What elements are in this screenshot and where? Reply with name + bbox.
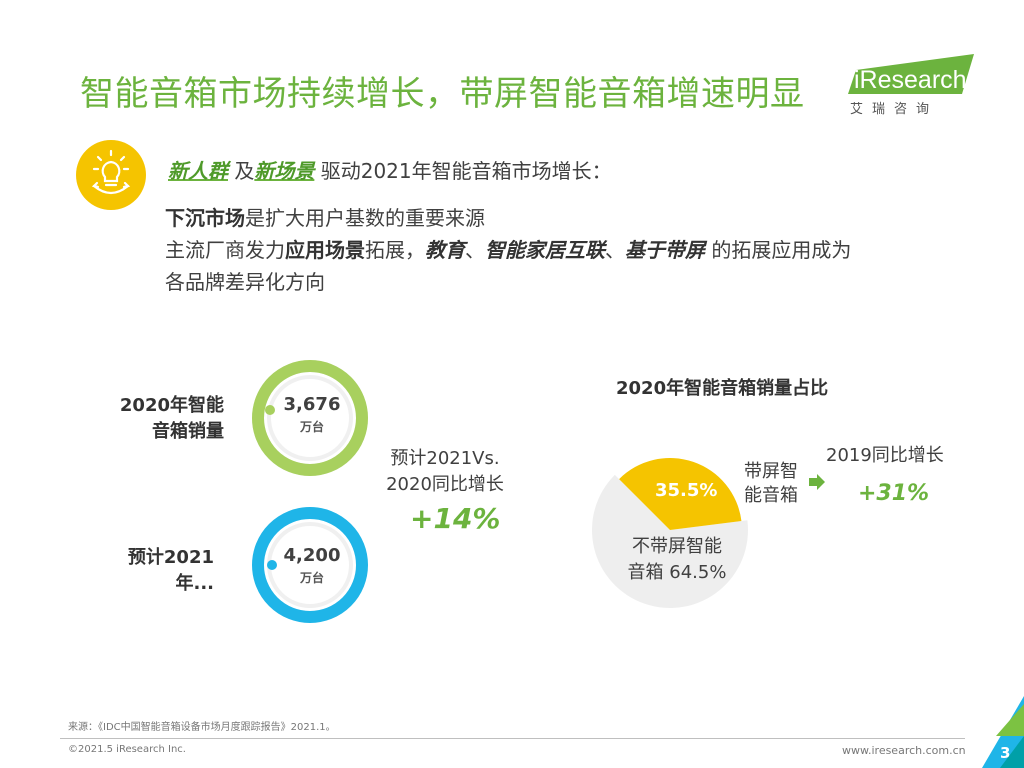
- ring-2020-unit: 万台: [299, 420, 324, 434]
- highlight-line-2: 下沉市场是扩大用户基数的重要来源: [165, 202, 485, 231]
- website-url: www.iresearch.com.cn: [842, 744, 966, 757]
- ring-2020-label: 2020年智能 音箱销量: [104, 393, 224, 445]
- keyword-lower-tier: 下沉市场: [165, 206, 245, 230]
- keyword-education: 教育: [425, 238, 465, 262]
- text-sep2: 、: [605, 238, 625, 262]
- keyword-new-users: 新人群: [168, 159, 228, 183]
- ring-2020-label-line1: 2020年智能: [119, 395, 224, 416]
- logo-text: iResearch: [854, 66, 967, 94]
- pie-screen-category-label: 带屏智 能音箱: [738, 460, 804, 508]
- text-vendors: 主流厂商发力: [165, 238, 285, 262]
- text-driver: 驱动2021年智能音箱市场增长：: [314, 159, 612, 183]
- arrow-right-icon: [809, 474, 825, 490]
- corner-decoration: [982, 696, 1024, 768]
- keyword-new-scenes: 新场景: [254, 159, 315, 183]
- ring-2021-label-line1: 预计2021: [127, 547, 214, 568]
- ring-2020-value: 3,676: [283, 394, 341, 415]
- pie-screen-line1: 带屏智: [744, 461, 798, 482]
- ring-2020: [252, 360, 368, 476]
- forecast-label: 预计2021Vs. 2020同比增长: [360, 446, 530, 498]
- ring-2021-label: 预计2021 年...: [94, 545, 214, 597]
- yoy-growth-label: 2019同比增长: [826, 445, 944, 466]
- pie-slice-no-screen: [591, 474, 748, 609]
- pie-no-screen-line1: 不带屏智能: [632, 536, 722, 557]
- pie-screen-line2: 能音箱: [744, 485, 798, 506]
- page-title: 智能音箱市场持续增长，带屏智能音箱增速明显: [80, 74, 805, 114]
- highlight-line-1: 新人群 及新场景 驱动2021年智能音箱市场增长：: [168, 155, 612, 184]
- text-and: 及: [228, 159, 255, 183]
- page-number: 3: [1000, 744, 1011, 762]
- pie-no-screen-line2: 音箱 64.5%: [627, 562, 727, 583]
- text-expand: 拓展，: [365, 238, 425, 262]
- pie-slice-screen-label: 35.5%: [655, 480, 718, 501]
- pie-slice-screen: [619, 458, 742, 530]
- keyword-screen-based: 基于带屏: [625, 238, 705, 262]
- ring-2021-value: 4,200: [283, 545, 341, 566]
- text-user-base: 是扩大用户基数的重要来源: [245, 206, 485, 230]
- forecast-growth-value: +14%: [410, 502, 501, 535]
- iresearch-logo: iResearch: [848, 54, 974, 94]
- source-note: 来源：《IDC中国智能音箱设备市场月度跟踪报告》2021.1。: [68, 722, 336, 733]
- ring-2021-label-line2: 年...: [175, 573, 214, 594]
- highlight-line-4: 各品牌差异化方向: [165, 266, 325, 295]
- yoy-growth-value: +31%: [858, 481, 930, 506]
- text-differentiation: 各品牌差异化方向: [165, 270, 325, 294]
- ring-2021: [252, 507, 368, 623]
- logo-subtitle: 艾瑞咨询: [850, 102, 939, 117]
- text-sep1: 、: [465, 238, 485, 262]
- keyword-app-scenes: 应用场景: [285, 238, 365, 262]
- text-apps: 的拓展应用成为: [705, 238, 852, 262]
- keyword-smart-home: 智能家居互联: [485, 238, 605, 262]
- pie-slice-no-screen-label: 不带屏智能 音箱 64.5%: [612, 534, 742, 586]
- lightbulb-icon: [76, 140, 146, 210]
- pie-chart-title: 2020年智能音箱销量占比: [616, 378, 829, 399]
- forecast-label-line2: 2020同比增长: [386, 474, 504, 495]
- footer-divider: [60, 738, 965, 739]
- ring-2020-label-line2: 音箱销量: [152, 421, 224, 442]
- highlight-line-3: 主流厂商发力应用场景拓展，教育、智能家居互联、基于带屏 的拓展应用成为: [165, 234, 851, 263]
- ring-2021-unit: 万台: [299, 571, 324, 585]
- pie-chart: [591, 458, 748, 609]
- copyright: ©2021.5 iResearch Inc.: [68, 744, 186, 755]
- forecast-label-line1: 预计2021Vs.: [390, 448, 500, 469]
